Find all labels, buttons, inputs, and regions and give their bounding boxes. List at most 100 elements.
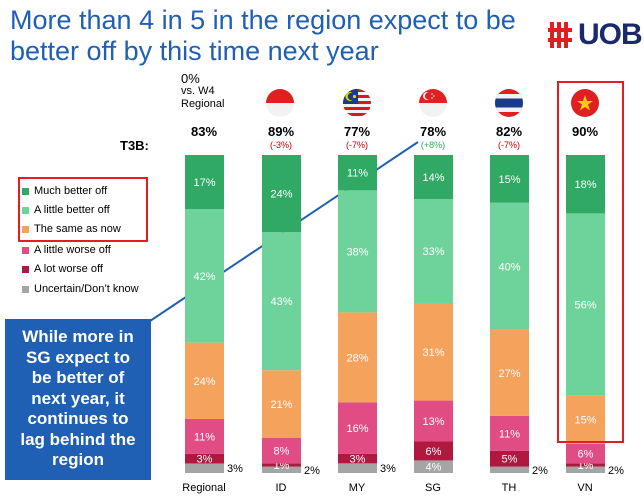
logo-text: UOB (578, 18, 643, 51)
bar-uncertain-regional (185, 463, 224, 473)
data-label-uncertain-sg: 4% (426, 462, 442, 474)
bar-lot-worse-vn (566, 463, 605, 467)
data-label-lot-worse-my: 3% (350, 454, 366, 466)
x-axis-label-id: ID (275, 482, 287, 494)
legend-swatch (22, 206, 29, 214)
bar-uncertain-vn (566, 466, 605, 473)
bar-little-worse-th (490, 415, 529, 451)
x-axis-label-th: TH (501, 482, 517, 494)
data-label-little-worse-my: 16% (346, 423, 368, 435)
callout-line: lag behind the (20, 429, 136, 449)
bar-little-worse-id (262, 437, 301, 464)
data-label-much-better-id: 24% (270, 189, 292, 201)
legend-highlight-box (18, 177, 148, 242)
data-label-little-better-regional: 42% (193, 271, 215, 283)
legend-item-little-better: A little better off (22, 204, 110, 216)
t3b-change-th: (-7%) (498, 140, 520, 150)
reference-line2: vs. W4 (181, 85, 215, 97)
bar-lot-worse-my (338, 453, 377, 464)
data-label-uncertain-regional: 3% (227, 463, 243, 475)
reference-note: 0% vs. W4 Regional (181, 72, 224, 111)
bar-lot-worse-id (262, 463, 301, 467)
callout-box: While more in SG expect to be better of … (5, 319, 151, 480)
bar-uncertain-th (490, 466, 529, 473)
callout-line: region (52, 450, 104, 469)
bar-same-th (490, 329, 529, 416)
callout-line: SG expect to (26, 347, 130, 367)
data-label-same-sg: 31% (422, 347, 444, 359)
thailand-flag-icon (495, 89, 523, 117)
bar-lot-worse-th (490, 450, 529, 467)
bar-little-worse-regional (185, 418, 224, 454)
legend-swatch (22, 265, 29, 273)
bar-much-better-regional (185, 155, 224, 210)
data-label-little-better-th: 40% (498, 261, 520, 273)
bar-much-better-vn (566, 155, 605, 214)
bar-little-better-sg (414, 199, 453, 303)
callout-line: be better of (31, 368, 125, 387)
data-label-lot-worse-sg: 6% (426, 446, 442, 458)
bar-little-better-vn (566, 213, 605, 396)
bar-same-vn (566, 395, 605, 444)
x-axis-label-my: MY (348, 482, 366, 494)
uob-logo-mark-icon (548, 22, 572, 48)
t3b-value-id: 89% (267, 124, 295, 139)
legend-item-lot-worse: A lot worse off (22, 263, 103, 275)
legend-item-same: The same as now (22, 223, 121, 235)
data-label-little-worse-th: 11% (499, 428, 520, 440)
bar-same-my (338, 312, 377, 403)
data-label-little-worse-sg: 13% (422, 416, 444, 428)
singapore-flag-icon (419, 89, 447, 117)
callout-line: While more in (22, 327, 134, 346)
bar-little-worse-vn (566, 443, 605, 464)
t3b-value-regional: 83% (190, 124, 218, 139)
x-axis-label-sg: SG (425, 482, 441, 494)
title-line-2: better off by this time next year (10, 36, 379, 66)
bar-lot-worse-sg (414, 441, 453, 461)
callout-line: continues to (27, 409, 129, 428)
data-label-same-th: 27% (498, 368, 520, 380)
data-label-lot-worse-regional: 3% (197, 454, 213, 466)
data-label-uncertain-id: 2% (304, 465, 320, 477)
t3b-value-th: 82% (495, 124, 523, 139)
t3b-change-sg: (+8%) (420, 140, 446, 150)
legend-swatch (22, 246, 29, 254)
page-title: More than 4 in 5 in the region expect to… (10, 5, 530, 67)
bar-lot-worse-regional (185, 453, 224, 464)
data-label-uncertain-th: 2% (532, 465, 548, 477)
t3b-value-my: 77% (343, 124, 371, 139)
legend-swatch (22, 187, 29, 195)
data-label-much-better-my: 11% (347, 168, 368, 180)
data-label-little-better-my: 38% (346, 246, 368, 258)
bar-little-worse-my (338, 402, 377, 454)
data-label-little-worse-regional: 11% (194, 431, 215, 443)
bar-little-better-id (262, 232, 301, 371)
t3b-value-vn: 90% (571, 124, 599, 139)
data-label-much-better-sg: 14% (422, 172, 444, 184)
bar-much-better-th (490, 155, 529, 203)
bar-same-regional (185, 342, 224, 419)
legend-item-uncertain: Uncertain/Don’t know (22, 283, 139, 295)
data-label-little-better-sg: 33% (422, 246, 444, 258)
data-label-lot-worse-th: 5% (502, 454, 518, 466)
data-label-much-better-vn: 18% (574, 179, 596, 191)
t3b-change-id: (-3%) (270, 140, 292, 150)
bar-much-better-id (262, 155, 301, 233)
uob-logo: UOB (548, 18, 643, 52)
bar-much-better-my (338, 155, 377, 191)
reference-line3: Regional (181, 98, 225, 110)
t3b-value-sg: 78% (419, 124, 447, 139)
callout-line: next year, it (31, 388, 125, 408)
bar-little-better-th (490, 202, 529, 330)
vn-highlight-box (557, 81, 624, 443)
bar-little-better-my (338, 190, 377, 313)
data-label-little-worse-id: 8% (274, 446, 290, 458)
malaysia-flag-icon (343, 89, 371, 117)
t3b-label: T3B: (120, 138, 149, 153)
x-axis-label-vn: VN (577, 482, 593, 494)
vietnam-flag-icon (571, 89, 599, 117)
bar-little-better-regional (185, 209, 224, 343)
data-label-much-better-regional: 17% (193, 177, 215, 189)
bar-little-worse-sg (414, 400, 453, 442)
